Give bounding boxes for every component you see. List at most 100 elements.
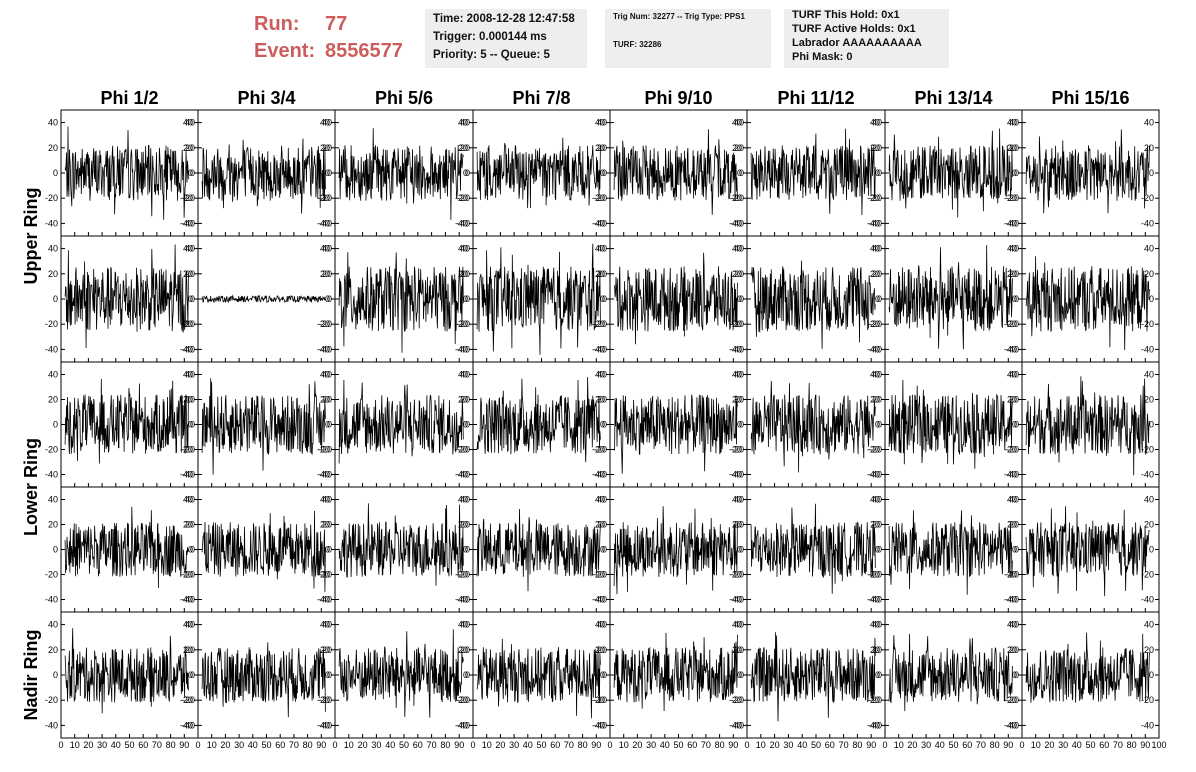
y-tick-label: -20 [869, 570, 882, 580]
waveform-trace [476, 508, 601, 592]
y-tick-label: -20 [729, 695, 742, 705]
y-tick-label: -20 [592, 695, 605, 705]
y-tick-label: 40 [320, 495, 330, 505]
y-tick-label: -20 [455, 695, 468, 705]
y-tick-label: -40 [729, 344, 742, 354]
y-tick-label: -20 [729, 570, 742, 580]
y-tick-label: 20 [870, 269, 880, 279]
y-tick-label: 40 [322, 118, 332, 128]
ring-label: Lower Ring [21, 438, 41, 536]
panel-frame [1021, 611, 1160, 739]
panel-frame [746, 486, 886, 613]
x-tick-label: 40 [385, 740, 395, 750]
trig-num-text: Trig Num: 32277 -- Trig Type: PPS1 [613, 12, 745, 21]
waveform-trace [1025, 376, 1150, 476]
y-tick-label: -20 [45, 445, 58, 455]
y-tick-label: -20 [731, 319, 744, 329]
x-tick-label: 90 [1003, 740, 1013, 750]
y-tick-label: 0 [325, 670, 330, 680]
y-tick-label: -40 [594, 344, 607, 354]
y-tick-label: -20 [731, 695, 744, 705]
waveform-trace [888, 633, 1013, 712]
y-tick-label: 20 [870, 143, 880, 153]
y-tick-label: 0 [1149, 294, 1154, 304]
y-tick-label: 20 [460, 269, 470, 279]
phi-mask-text: Phi Mask: 0 [792, 51, 853, 63]
y-tick-label: 0 [1014, 670, 1019, 680]
y-tick-label: 20 [320, 645, 330, 655]
x-tick-label: 40 [935, 740, 945, 750]
y-tick-label: 40 [872, 620, 882, 630]
waveform-trace [338, 379, 464, 464]
y-tick-label: -20 [867, 695, 880, 705]
y-tick-label: -40 [1006, 720, 1019, 730]
y-tick-label: -40 [455, 470, 468, 480]
waveform-trace [613, 252, 738, 345]
x-tick-label: 70 [152, 740, 162, 750]
y-tick-label: -20 [867, 570, 880, 580]
waveform-trace [888, 128, 1013, 218]
y-tick-label: 20 [597, 520, 607, 530]
y-tick-label: -40 [457, 595, 470, 605]
y-tick-label: -20 [1006, 570, 1019, 580]
waveform-trace [613, 632, 738, 712]
y-tick-label: -20 [317, 695, 330, 705]
x-tick-label: 30 [1058, 740, 1068, 750]
y-tick-label: 0 [877, 420, 882, 430]
y-tick-label: 40 [320, 244, 330, 254]
y-tick-label: 40 [1007, 370, 1017, 380]
y-tick-label: 0 [739, 670, 744, 680]
y-tick-label: -40 [592, 470, 605, 480]
y-tick-label: 40 [183, 495, 193, 505]
y-tick-label: 20 [185, 395, 195, 405]
y-tick-label: -40 [867, 720, 880, 730]
y-tick-label: 40 [1009, 244, 1019, 254]
y-tick-label: -20 [180, 193, 193, 203]
y-tick-label: 0 [327, 545, 332, 555]
y-tick-label: -40 [45, 595, 58, 605]
y-tick-label: -40 [869, 344, 882, 354]
y-tick-label: 0 [602, 545, 607, 555]
y-tick-label: -40 [317, 470, 330, 480]
column-title: Phi 7/8 [512, 88, 570, 108]
x-tick-label: 80 [166, 740, 176, 750]
x-tick-label: 80 [303, 740, 313, 750]
y-tick-label: 40 [597, 620, 607, 630]
x-tick-label: 10 [1031, 740, 1041, 750]
y-tick-label: -20 [867, 319, 880, 329]
y-tick-label: -40 [729, 720, 742, 730]
y-tick-label: 40 [185, 620, 195, 630]
y-tick-label: -20 [594, 695, 607, 705]
y-tick-label: 40 [732, 118, 742, 128]
x-tick-label: 50 [536, 740, 546, 750]
y-tick-label: -40 [455, 595, 468, 605]
y-tick-label: -40 [1004, 344, 1017, 354]
y-tick-label: -20 [182, 319, 195, 329]
y-tick-label: 20 [460, 395, 470, 405]
x-tick-label: 20 [907, 740, 917, 750]
y-tick-label: 40 [1144, 620, 1154, 630]
y-tick-label: -40 [731, 218, 744, 228]
y-tick-label: 0 [1149, 670, 1154, 680]
ring-label: Nadir Ring [21, 629, 41, 720]
y-tick-label: -20 [731, 570, 744, 580]
y-tick-label: -20 [1141, 445, 1154, 455]
y-tick-label: 0 [739, 545, 744, 555]
y-tick-label: -40 [319, 595, 332, 605]
y-tick-label: 40 [1144, 244, 1154, 254]
y-tick-label: 40 [597, 370, 607, 380]
y-tick-label: -40 [1006, 344, 1019, 354]
y-tick-label: 20 [872, 269, 882, 279]
y-tick-label: 40 [48, 244, 58, 254]
y-tick-label: -40 [45, 344, 58, 354]
y-tick-label: 20 [320, 269, 330, 279]
event-label: Event: [254, 40, 316, 62]
y-tick-label: -40 [729, 218, 742, 228]
y-tick-label: -40 [869, 218, 882, 228]
waveform-trace [201, 510, 326, 593]
waveform-trace [613, 506, 738, 595]
y-tick-label: 40 [1007, 118, 1017, 128]
y-tick-label: 0 [602, 670, 607, 680]
waveform-trace [1025, 632, 1150, 703]
waveform-trace [750, 380, 876, 473]
